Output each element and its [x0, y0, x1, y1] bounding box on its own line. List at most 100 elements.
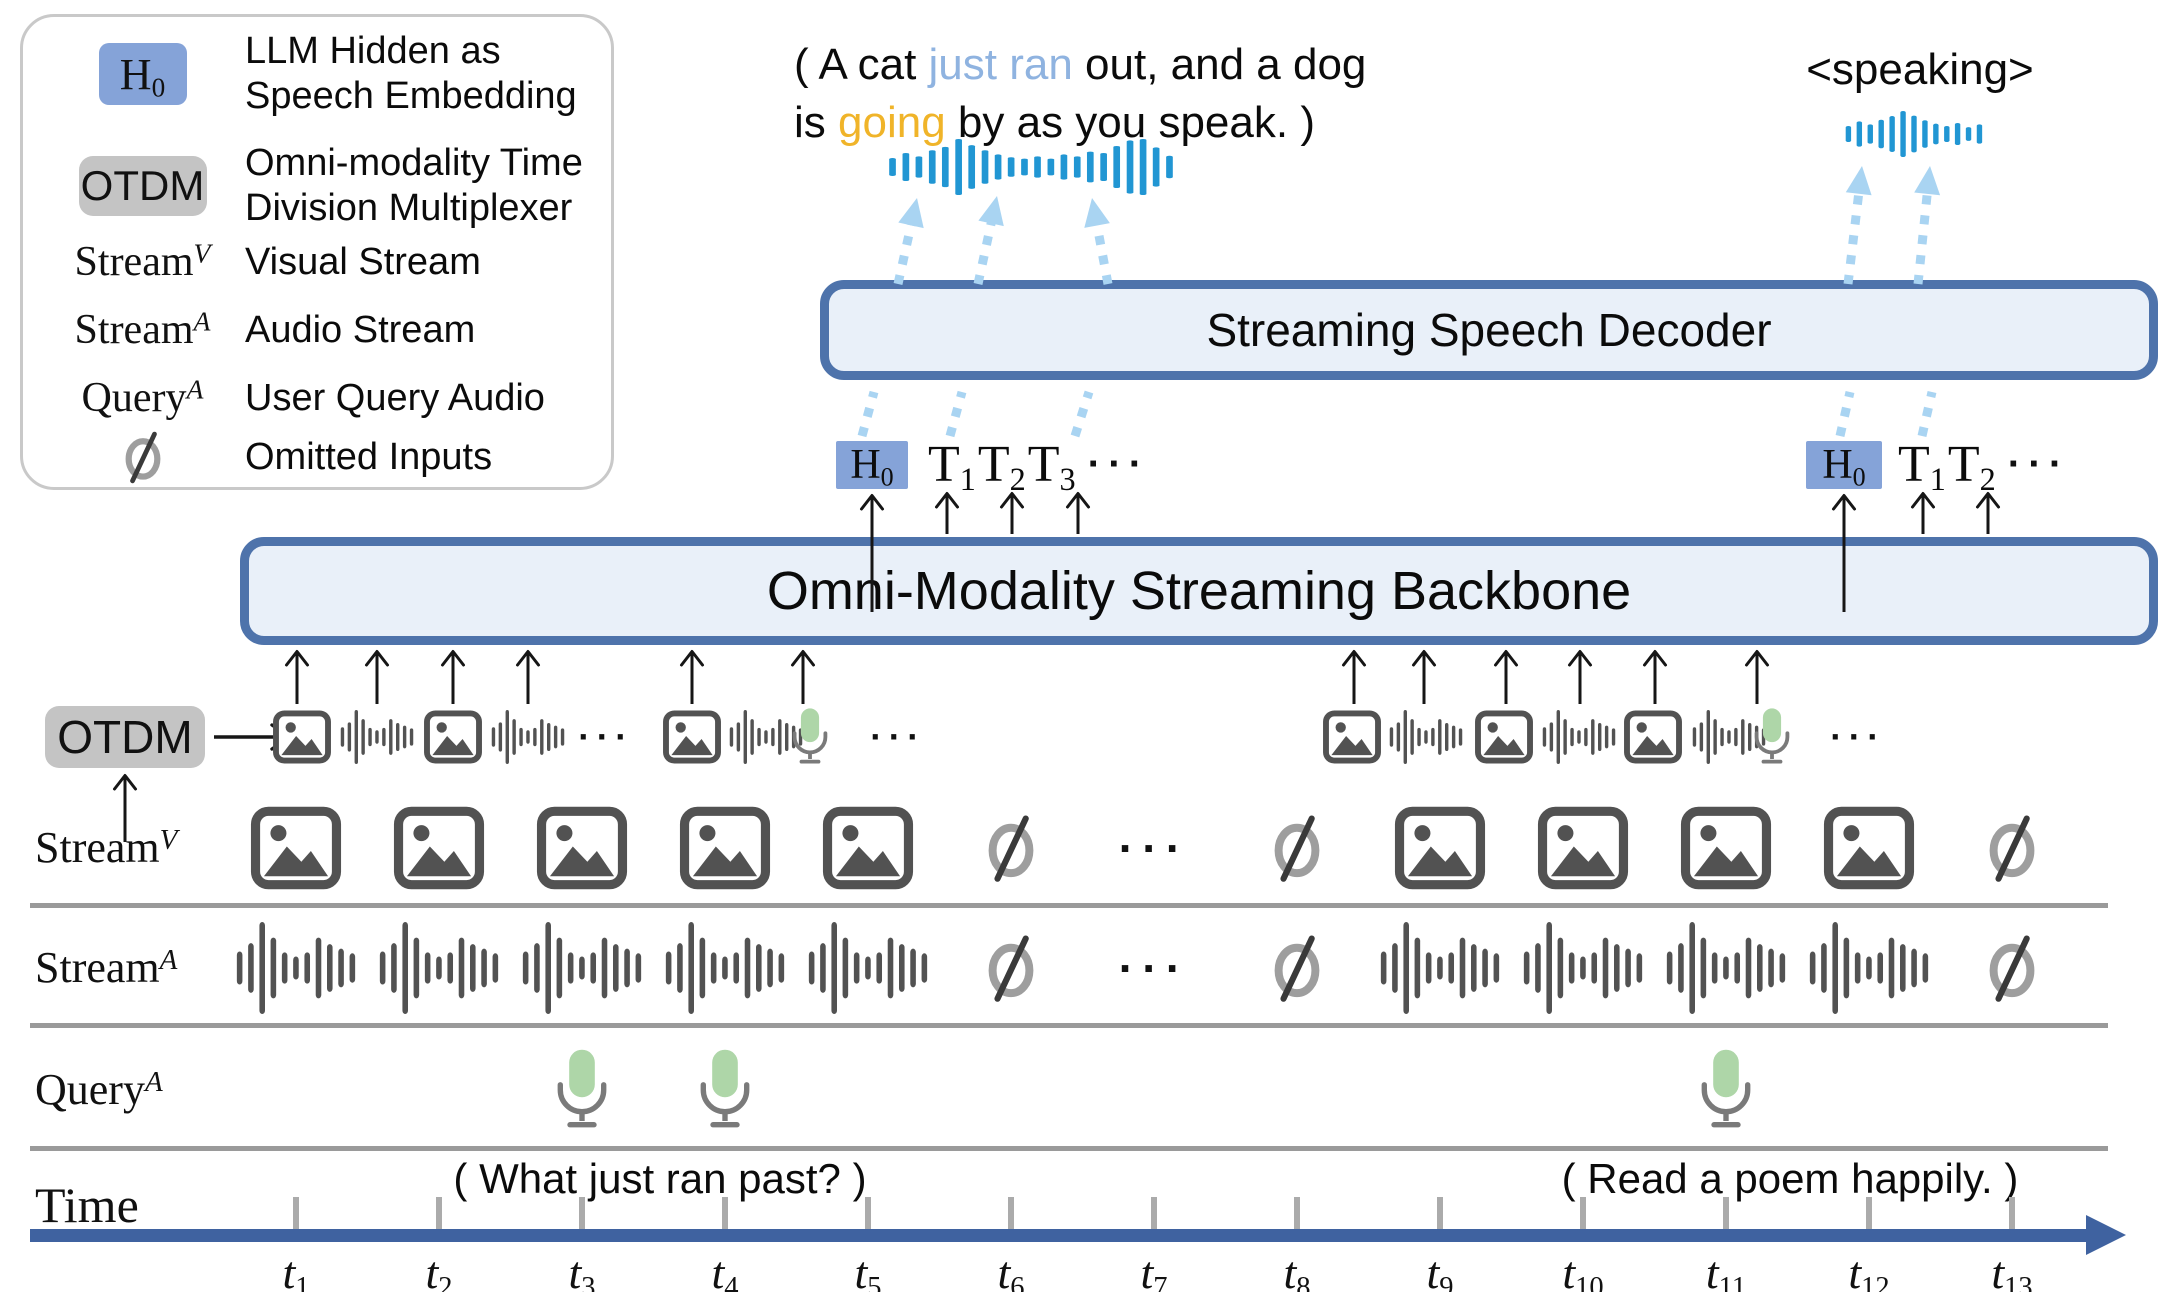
time-tick-label: t9 [1426, 1247, 1454, 1292]
mic-icon [694, 1040, 756, 1140]
arrow-up-icon [110, 772, 140, 844]
speech-line-1: ( A cat just ran out, and a dog [794, 36, 1394, 94]
time-row-label: Time [35, 1177, 139, 1233]
audio-wave-icon [1388, 710, 1464, 764]
arrow-up-icon [1063, 490, 1093, 536]
image-icon [1821, 806, 1917, 890]
time-tick-label: t12 [1848, 1247, 1890, 1292]
time-tick-label: t11 [1705, 1247, 1747, 1292]
speech-line-2: is going by as you speak. ) [794, 94, 1394, 152]
row-separator [30, 903, 2108, 908]
ellipsis-dots: ··· [1830, 716, 1886, 757]
timeline-tick [1151, 1197, 1157, 1229]
timeline-arrowhead-icon [2086, 1215, 2126, 1255]
speech-word: by as you speak. ) [945, 98, 1315, 147]
time-tick-label: t7 [1140, 1247, 1168, 1292]
image-icon [391, 806, 487, 890]
ellipsis-dots: ··· [578, 716, 634, 757]
audio-wave-icon [1521, 922, 1645, 1014]
dashed-arrow-icon [1068, 174, 1132, 308]
decoder-label: Streaming Speech Decoder [1206, 304, 1772, 356]
mic-icon [1750, 704, 1794, 770]
legend-row-stream-a: StreamA Audio Stream [40, 304, 600, 356]
h0-token-text: H0 [1822, 442, 1866, 492]
arrow-up-icon [1640, 648, 1670, 706]
query-a-symbol: QueryA [81, 373, 204, 421]
dashed-arrow-icon [1824, 142, 1886, 308]
h0-token-text: H0 [850, 442, 894, 492]
time-tick-label: t10 [1562, 1247, 1604, 1292]
arrow-up-icon [1491, 648, 1521, 706]
text-token: T2 [1947, 435, 1996, 497]
image-icon [677, 806, 773, 890]
omni-modality-backbone-box: Omni-Modality Streaming Backbone [240, 537, 2158, 645]
time-tick-label: t5 [854, 1247, 882, 1292]
dashed-arrow-icon [838, 368, 898, 460]
legend-label: User Query Audio [245, 376, 545, 419]
text-token: T1 [1898, 435, 1946, 497]
arrow-up-icon [282, 648, 312, 706]
dashed-arrow-icon [1898, 368, 1956, 460]
dashed-arrow-icon [874, 174, 941, 308]
ellipsis-dots: ··· [1118, 822, 1190, 874]
speech-waveform-icon [1843, 111, 1985, 157]
arrow-up-icon [1339, 648, 1369, 706]
legend-row-otdm: OTDM Omni-modality Time Division Multipl… [40, 140, 600, 232]
audio-wave-icon [339, 710, 415, 764]
h0-chip: H0 [98, 43, 187, 105]
null-icon [984, 810, 1038, 886]
h0-symbol: H0 [119, 49, 166, 103]
mic-icon [788, 704, 832, 770]
timeline-tick [293, 1197, 299, 1229]
image-icon [1678, 806, 1774, 890]
timeline-tick [2009, 1197, 2015, 1229]
time-tick-label: t13 [1991, 1247, 2033, 1292]
arrow-up-icon [362, 648, 392, 706]
audio-wave-icon [1378, 922, 1502, 1014]
dashed-arrow-icon [1051, 368, 1113, 460]
time-tick-label: t1 [282, 1247, 310, 1292]
timeline-tick [1437, 1197, 1443, 1229]
timeline-tick [579, 1197, 585, 1229]
null-icon [1985, 930, 2039, 1006]
ellipsis-dots: ··· [1118, 942, 1190, 994]
timeline-tick [722, 1197, 728, 1229]
arrow-up-icon [1565, 648, 1595, 706]
arrow-up-icon [857, 492, 887, 614]
audio-wave-icon [1807, 922, 1931, 1014]
image-icon [534, 806, 630, 890]
ellipsis-dots: ··· [2007, 441, 2070, 486]
text-token: T3 [1027, 435, 1076, 497]
arrow-up-icon [788, 648, 818, 706]
timeline-tick [1008, 1197, 1014, 1229]
arrow-up-icon [513, 648, 543, 706]
legend-label: Visual Stream [245, 240, 481, 283]
h0-token-left: H0 [836, 441, 908, 492]
audio-wave-icon [377, 922, 501, 1014]
ellipsis-dots: ··· [1087, 441, 1150, 486]
image-icon [1392, 806, 1488, 890]
null-icon [1270, 930, 1324, 1006]
timeline-tick [1294, 1197, 1300, 1229]
streaming-speech-decoder-box: Streaming Speech Decoder [820, 280, 2158, 380]
legend-label: Audio Stream [245, 308, 476, 351]
legend-row-omitted: Omitted Inputs [40, 426, 600, 488]
timeline-tick [436, 1197, 442, 1229]
audio-wave-icon [1664, 922, 1788, 1014]
legend-row-query-a: QueryA User Query Audio [40, 372, 600, 424]
stream-a-symbol: StreamA [74, 305, 211, 353]
audio-wave-icon [806, 922, 930, 1014]
time-tick-label: t2 [425, 1247, 453, 1292]
audio-wave-icon [1541, 710, 1617, 764]
audio-wave-icon [1691, 710, 1767, 764]
arrow-up-icon [1973, 490, 2003, 536]
timeline-tick [1580, 1197, 1586, 1229]
time-tick-label: t3 [568, 1247, 596, 1292]
query-a-row-label: QueryA [35, 1065, 163, 1114]
null-icon [984, 930, 1038, 1006]
arrow-up-icon [1409, 648, 1439, 706]
speech-word: is [794, 98, 838, 147]
arrow-up-icon [932, 490, 962, 536]
time-tick-label: t4 [711, 1247, 739, 1292]
